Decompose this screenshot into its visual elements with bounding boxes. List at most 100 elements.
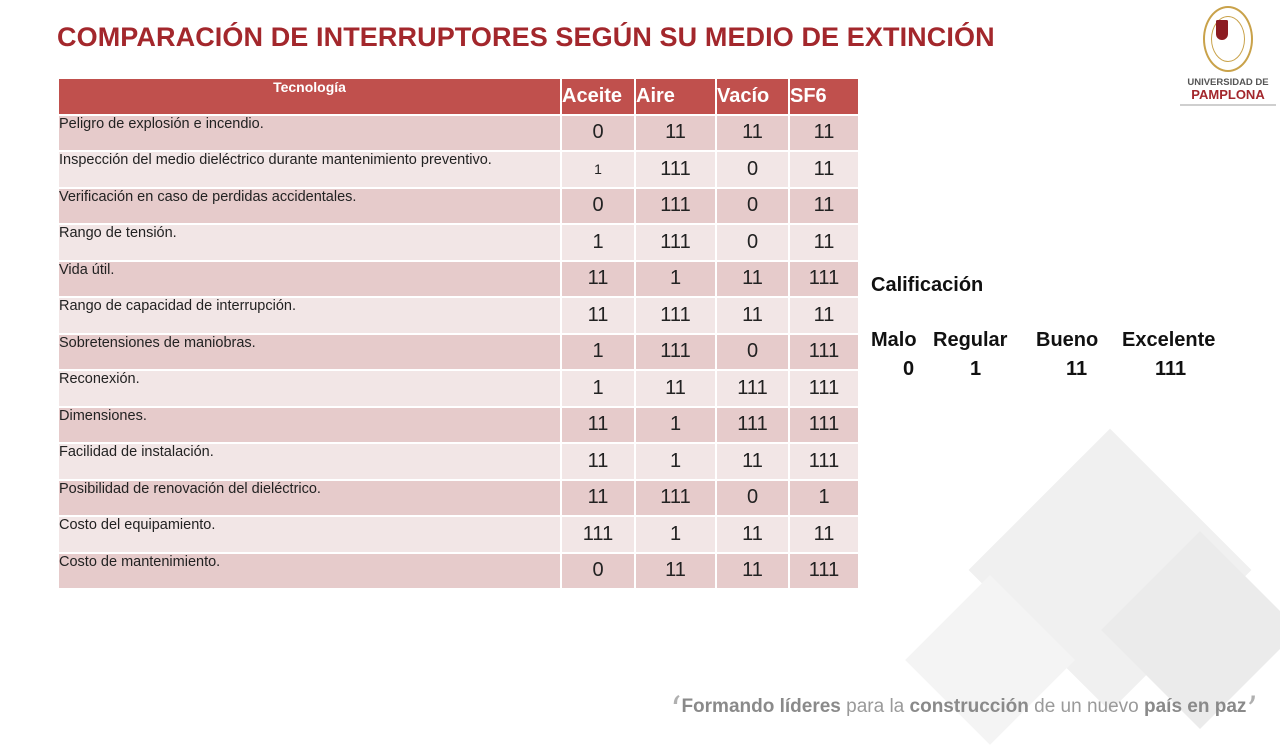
table-row: Rango de tensión. 1 111 0 11 — [57, 223, 860, 262]
legend-label-bueno: Bueno — [1036, 329, 1099, 351]
value-cell: 1 — [634, 442, 717, 481]
university-logo: UNIVERSIDAD DE PAMPLONA — [1180, 4, 1276, 108]
value-cell: 11 — [788, 223, 860, 262]
table-row: Reconexión. 1 11 111 111 — [57, 369, 860, 408]
value-cell: 11 — [788, 186, 860, 225]
value-cell: 1 — [634, 259, 717, 298]
value-cell: 11 — [560, 405, 636, 444]
table-header-row: Tecnología Aceite Aire Vacío SF6 — [57, 77, 860, 116]
value-cell: 111 — [634, 332, 717, 371]
value-cell: 11 — [634, 551, 717, 590]
column-header-aceite: Aceite — [560, 77, 636, 116]
table-row: Facilidad de instalación. 11 1 11 111 — [57, 442, 860, 481]
legend-label-regular: Regular — [933, 329, 1008, 351]
logo-text-line2: PAMPLONA — [1191, 87, 1265, 102]
column-header-vacio: Vacío — [715, 77, 790, 116]
criterion-cell: Peligro de explosión e incendio. — [57, 113, 562, 152]
value-cell: 0 — [560, 113, 636, 152]
value-cell: 11 — [788, 296, 860, 335]
close-quote-icon: ’ — [1246, 690, 1258, 731]
footer-slogan: ‘Formando líderes para la construcción d… — [670, 680, 1260, 731]
value-cell: 111 — [634, 186, 717, 225]
criterion-cell: Costo del equipamiento. — [57, 515, 562, 554]
value-cell: 111 — [788, 551, 860, 590]
criterion-cell: Rango de tensión. — [57, 223, 562, 262]
table-row: Sobretensiones de maniobras. 1 111 0 111 — [57, 332, 860, 371]
value-cell: 0 — [715, 150, 790, 189]
value-cell: 0 — [715, 223, 790, 262]
value-cell: 11 — [715, 296, 790, 335]
table-row: Posibilidad de renovación del dieléctric… — [57, 478, 860, 517]
value-cell: 11 — [560, 442, 636, 481]
table-row: Costo del equipamiento. 111 1 11 11 — [57, 515, 860, 554]
criterion-cell: Vida útil. — [57, 259, 562, 298]
value-cell: 11 — [788, 113, 860, 152]
criterion-cell: Dimensiones. — [57, 405, 562, 444]
value-cell: 11 — [560, 478, 636, 517]
value-cell: 111 — [788, 259, 860, 298]
value-cell: 111 — [634, 478, 717, 517]
value-cell: 111 — [715, 369, 790, 408]
value-cell: 111 — [788, 332, 860, 371]
value-cell: 111 — [788, 369, 860, 408]
value-cell: 1 — [634, 405, 717, 444]
slogan-part: para la — [840, 696, 910, 717]
value-cell: 111 — [788, 405, 860, 444]
legend-label-malo: Malo — [871, 329, 917, 351]
legend-label-excelente: Excelente — [1122, 329, 1216, 351]
value-cell: 1 — [560, 369, 636, 408]
value-cell: 11 — [715, 259, 790, 298]
legend-value-regular: 1 — [970, 358, 982, 380]
legend-value-bueno: 11 — [1066, 358, 1088, 380]
page-title: COMPARACIÓN DE INTERRUPTORES SEGÚN SU ME… — [57, 22, 995, 52]
value-cell: 111 — [634, 150, 717, 189]
table-row: Verificación en caso de perdidas acciden… — [57, 186, 860, 225]
value-cell: 111 — [634, 223, 717, 262]
slogan-part: Formando líderes — [681, 696, 841, 717]
value-cell: 0 — [715, 186, 790, 225]
criterion-cell: Facilidad de instalación. — [57, 442, 562, 481]
open-quote-icon: ‘ — [670, 690, 682, 731]
value-cell: 11 — [715, 442, 790, 481]
value-cell: 111 — [715, 405, 790, 444]
criterion-cell: Reconexión. — [57, 369, 562, 408]
value-cell: 11 — [715, 515, 790, 554]
slogan-part: de un nuevo — [1028, 696, 1144, 717]
criterion-cell: Verificación en caso de perdidas acciden… — [57, 186, 562, 225]
value-cell: 111 — [634, 296, 717, 335]
table-row: Rango de capacidad de interrupción. 11 1… — [57, 296, 860, 335]
value-cell: 11 — [634, 369, 717, 408]
logo-text-line1: UNIVERSIDAD DE — [1187, 77, 1269, 88]
slogan-part: país en paz — [1144, 696, 1247, 717]
seal-icon — [1203, 6, 1253, 72]
value-cell: 11 — [715, 113, 790, 152]
legend-value-malo: 0 — [903, 358, 915, 380]
value-cell: 0 — [560, 186, 636, 225]
criterion-cell: Posibilidad de renovación del dieléctric… — [57, 478, 562, 517]
value-cell: 0 — [715, 478, 790, 517]
value-cell: 1 — [560, 223, 636, 262]
value-cell: 1 — [560, 150, 636, 189]
table-row: Dimensiones. 11 1 111 111 — [57, 405, 860, 444]
table-row: Peligro de explosión e incendio. 0 11 11… — [57, 113, 860, 152]
value-cell: 11 — [788, 515, 860, 554]
criterion-cell: Rango de capacidad de interrupción. — [57, 296, 562, 335]
value-cell: 111 — [788, 442, 860, 481]
criterion-cell: Inspección del medio dieléctrico durante… — [57, 150, 562, 189]
table-row: Inspección del medio dieléctrico durante… — [57, 150, 860, 189]
value-cell: 11 — [788, 150, 860, 189]
logo-divider — [1180, 104, 1276, 106]
value-cell: 0 — [560, 551, 636, 590]
value-cell: 111 — [560, 515, 636, 554]
table-row: Costo de mantenimiento. 0 11 11 111 — [57, 551, 860, 590]
column-header-technology: Tecnología — [57, 77, 562, 116]
value-cell: 11 — [560, 296, 636, 335]
value-cell: 1 — [788, 478, 860, 517]
criterion-cell: Costo de mantenimiento. — [57, 551, 562, 590]
legend-value-excelente: 111 — [1155, 358, 1187, 380]
value-cell: 0 — [715, 332, 790, 371]
slogan-part: construcción — [909, 696, 1029, 717]
value-cell: 1 — [634, 515, 717, 554]
value-cell: 1 — [560, 332, 636, 371]
value-cell: 11 — [560, 259, 636, 298]
